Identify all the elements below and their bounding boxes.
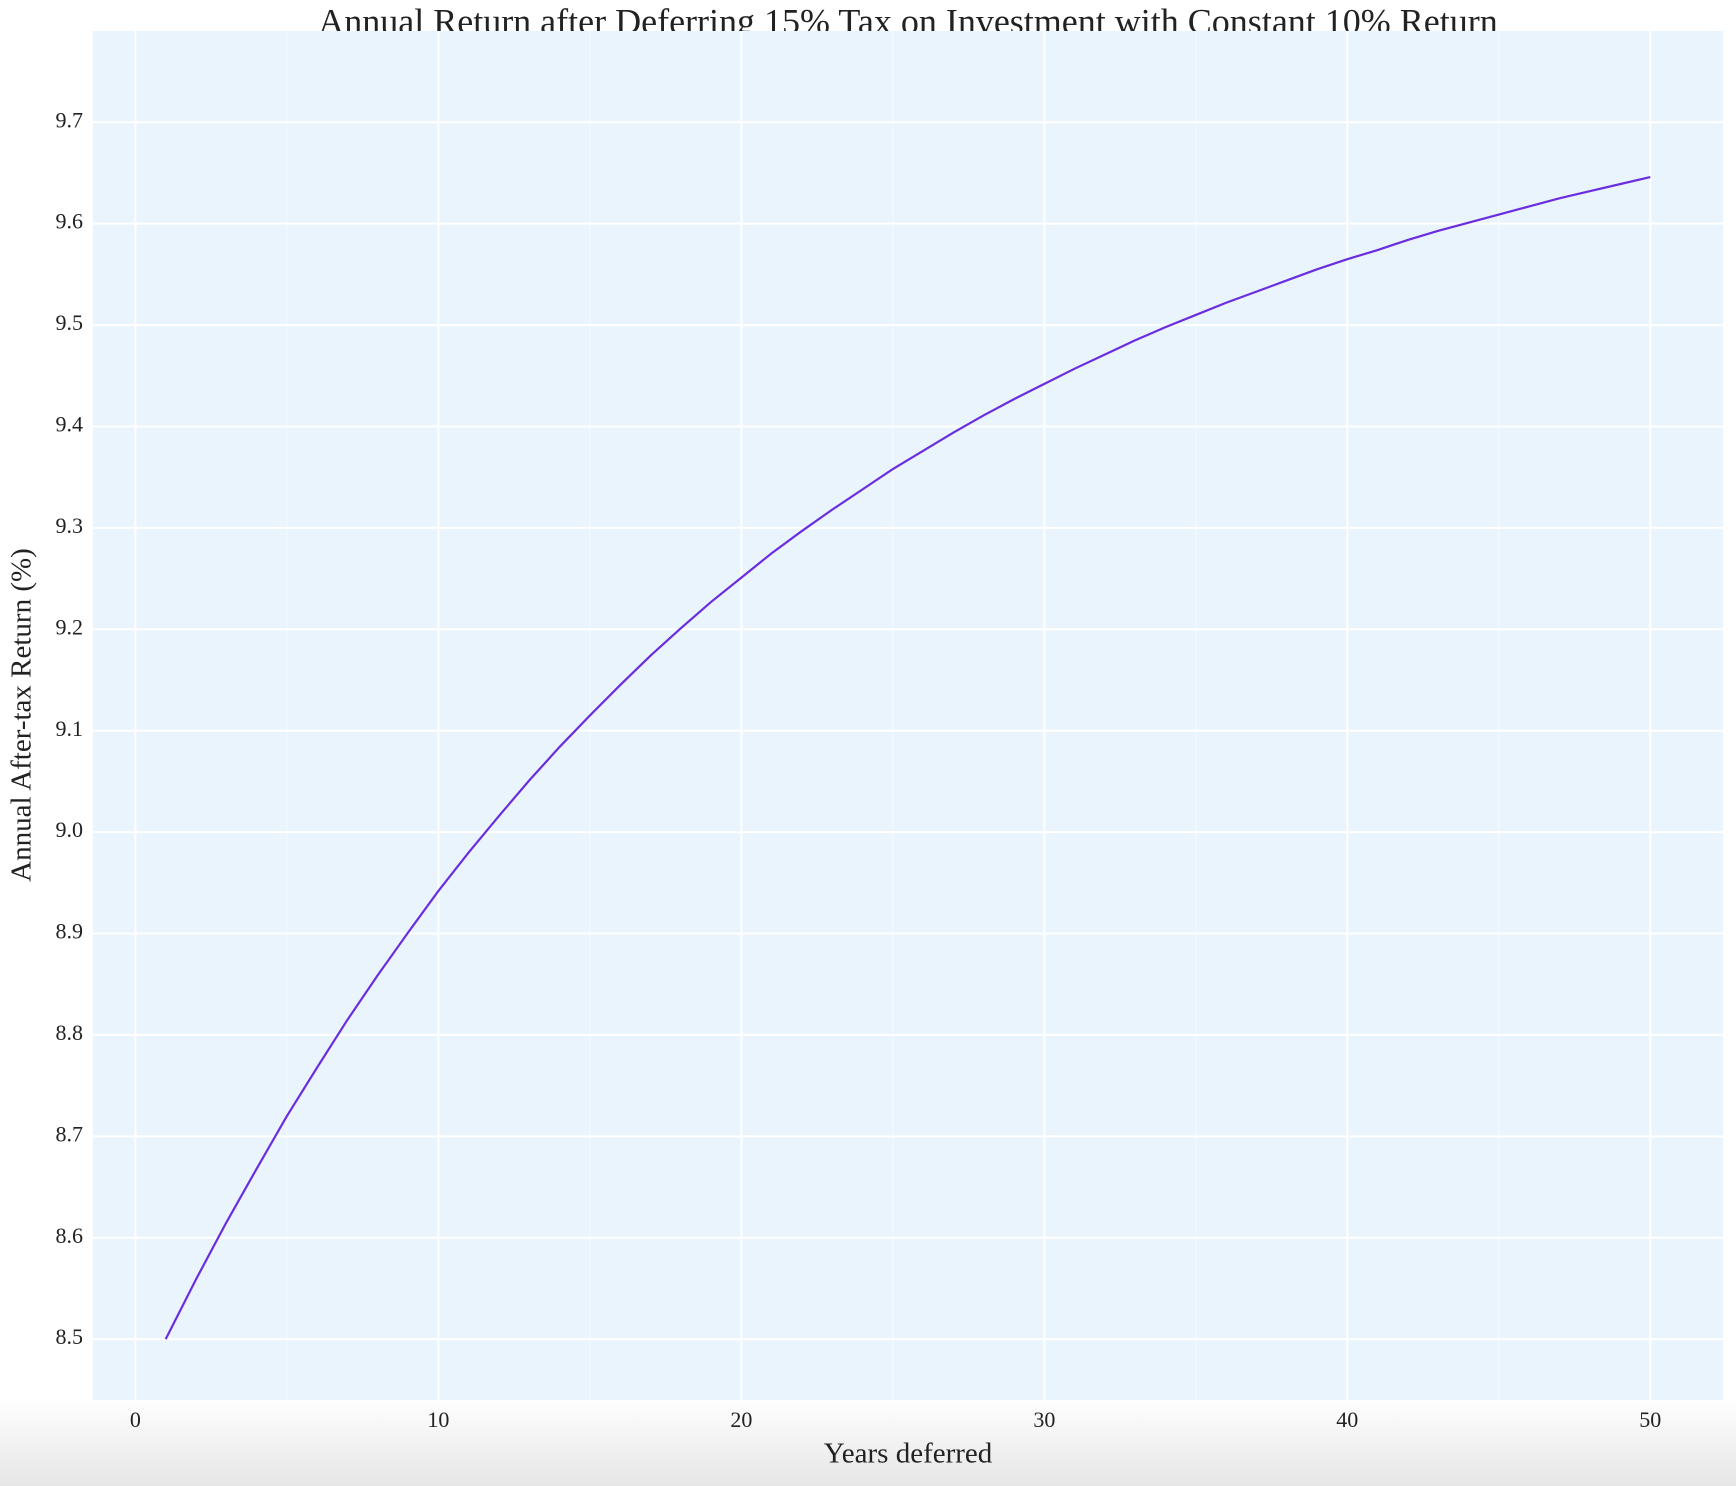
- y-tick-label: 9.2: [56, 614, 84, 639]
- x-axis-label: Years deferred: [824, 1438, 993, 1470]
- y-tick-label: 9.6: [56, 209, 84, 234]
- plot-area: [93, 31, 1723, 1400]
- y-tick-label: 9.5: [56, 310, 84, 335]
- y-tick-label: 8.6: [56, 1223, 84, 1248]
- x-tick-label: 30: [1033, 1407, 1055, 1432]
- y-tick-label: 8.5: [56, 1324, 84, 1349]
- y-tick-label: 9.1: [56, 716, 84, 741]
- y-tick-label: 8.7: [56, 1121, 84, 1146]
- x-tick-label: 40: [1336, 1407, 1358, 1432]
- y-tick-label: 9.3: [56, 513, 84, 538]
- y-tick-label: 9.4: [56, 412, 84, 437]
- y-tick-label: 9.0: [56, 817, 84, 842]
- y-tick-label: 8.8: [56, 1020, 84, 1045]
- x-tick-label: 20: [730, 1407, 752, 1432]
- line-series: [164, 175, 1651, 1340]
- y-tick-label: 8.9: [56, 919, 84, 944]
- x-tick-label: 10: [427, 1407, 449, 1432]
- y-axis-label: Annual After-tax Return (%): [6, 548, 38, 882]
- x-tick-label: 0: [130, 1407, 141, 1432]
- y-tick-label: 9.7: [56, 107, 84, 132]
- x-tick-label: 50: [1639, 1407, 1661, 1432]
